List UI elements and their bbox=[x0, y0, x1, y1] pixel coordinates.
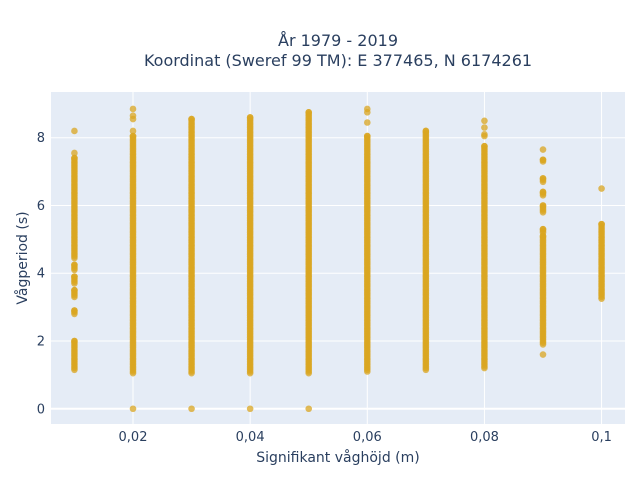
data-point bbox=[539, 146, 547, 153]
data-point bbox=[539, 351, 547, 358]
data-point bbox=[188, 115, 195, 123]
data-point bbox=[129, 405, 137, 413]
chart-title: År 1979 - 2019 bbox=[278, 31, 398, 50]
x-tick-label: 0,1 bbox=[591, 430, 612, 445]
data-point bbox=[71, 307, 78, 314]
data-point bbox=[71, 261, 78, 269]
data-point bbox=[71, 154, 78, 162]
y-tick-label: 4 bbox=[37, 267, 45, 282]
x-axis-title: Signifikant våghöjd (m) bbox=[256, 449, 419, 466]
data-point bbox=[129, 112, 137, 120]
data-point bbox=[129, 105, 137, 113]
data-point bbox=[481, 117, 488, 125]
data-point bbox=[539, 175, 547, 182]
data-point bbox=[71, 149, 78, 157]
ticks-layer: 0 2 4 6 8 0,02 0,04 0,06 0,08 0,1 bbox=[37, 131, 612, 445]
data-point bbox=[598, 220, 605, 228]
data-point bbox=[71, 286, 78, 294]
y-tick-label: 2 bbox=[37, 335, 45, 350]
data-point bbox=[71, 337, 78, 345]
data-point bbox=[598, 185, 605, 192]
data-point bbox=[539, 225, 547, 233]
data-point bbox=[539, 156, 547, 164]
data-point bbox=[481, 131, 488, 138]
y-tick-label: 8 bbox=[37, 131, 45, 146]
x-tick-label: 0,02 bbox=[119, 430, 148, 445]
data-point bbox=[539, 202, 547, 209]
data-point bbox=[422, 127, 430, 135]
y-tick-label: 0 bbox=[37, 402, 45, 417]
data-point bbox=[71, 273, 78, 280]
data-point bbox=[246, 114, 254, 121]
data-point bbox=[129, 132, 137, 140]
data-point bbox=[246, 405, 254, 413]
x-tick-label: 0,04 bbox=[236, 430, 265, 445]
data-point bbox=[481, 142, 488, 150]
x-tick-label: 0,08 bbox=[470, 430, 499, 445]
x-tick-label: 0,06 bbox=[353, 430, 382, 445]
plot-background bbox=[51, 92, 625, 424]
data-point bbox=[363, 105, 371, 113]
data-point bbox=[481, 124, 488, 131]
data-point bbox=[129, 127, 137, 135]
data-point bbox=[305, 109, 313, 116]
data-point bbox=[305, 405, 313, 413]
data-point bbox=[363, 132, 371, 140]
points-layer bbox=[71, 105, 605, 413]
data-point bbox=[188, 405, 195, 413]
y-axis-title: Vågperiod (s) bbox=[14, 211, 31, 304]
data-point bbox=[539, 188, 547, 196]
data-point bbox=[71, 127, 78, 135]
chart-subtitle: Koordinat (Sweref 99 TM): E 377465, N 61… bbox=[144, 51, 532, 70]
data-point bbox=[363, 119, 371, 126]
y-tick-label: 6 bbox=[37, 199, 45, 214]
